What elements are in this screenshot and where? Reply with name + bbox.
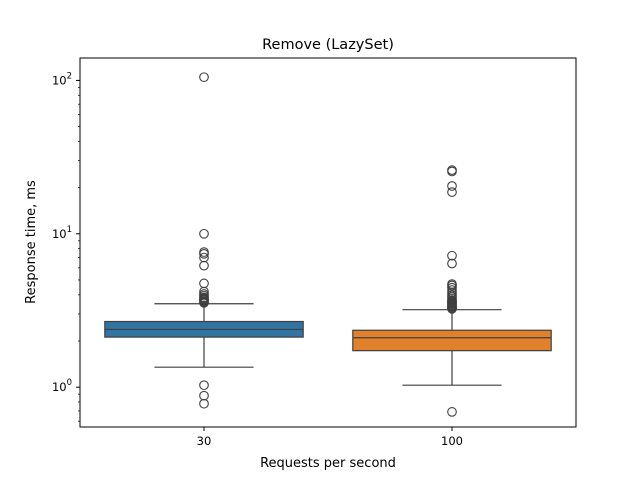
x-axis: 30 100 (197, 427, 463, 448)
outlier-point (447, 187, 457, 197)
y-tick-label: 102 (52, 71, 72, 87)
plot-area (104, 72, 552, 417)
y-tick-label: 100 (52, 378, 72, 394)
chart-title: Remove (LazySet) (262, 37, 394, 53)
outlier-point (447, 250, 457, 261)
outlier-point (199, 249, 209, 259)
outlier-point (199, 297, 209, 308)
box-group-30 (104, 72, 304, 409)
outlier-point (447, 258, 457, 269)
y-axis-label: Response time, ms (24, 180, 39, 304)
x-tick-label: 100 (441, 434, 463, 448)
axes-frame (79, 57, 577, 428)
y-tick-label: 101 (52, 225, 72, 241)
box-iqr (352, 329, 552, 352)
x-tick-label: 30 (197, 434, 212, 448)
outlier-point (199, 260, 209, 271)
outlier-point (199, 380, 209, 391)
outlier-point (447, 407, 457, 417)
outlier-point (199, 228, 209, 239)
outlier-point (447, 166, 457, 177)
box-group-100 (352, 165, 552, 417)
outlier-point (199, 398, 209, 409)
x-axis-label: Requests per second (260, 456, 396, 471)
outlier-point (447, 304, 457, 314)
outlier-point (199, 390, 209, 401)
outlier-point (447, 181, 457, 191)
y-axis: 100 101 102 (52, 71, 80, 422)
outlier-point (199, 72, 209, 83)
